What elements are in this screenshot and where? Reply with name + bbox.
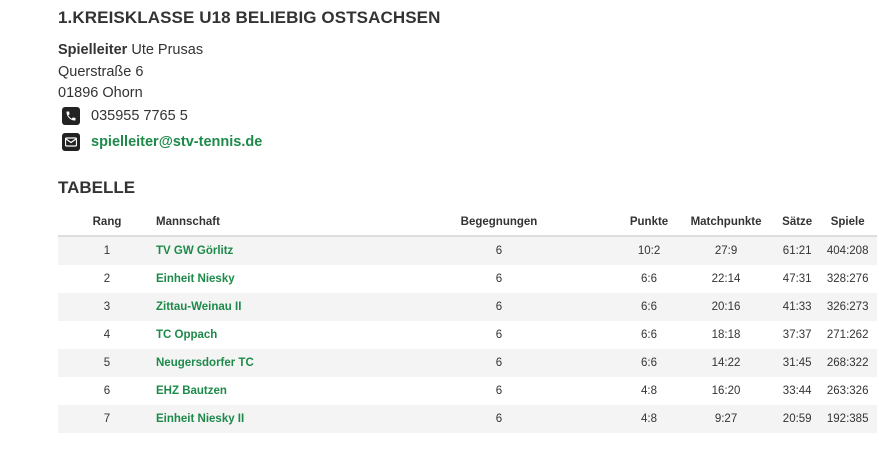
- contact-street: Querstraße 6: [58, 63, 144, 80]
- league-title: 1.KREISKLASSE U18 BELIEBIG OSTSACHSEN: [58, 8, 441, 27]
- cell-matchpunkte: 16:20: [676, 377, 777, 405]
- cell-begegnungen: 6: [376, 236, 622, 265]
- contact-phone: 035955 7765 5: [91, 108, 188, 124]
- phone-icon: [62, 107, 80, 125]
- header-mannschaft[interactable]: Mannschaft: [156, 209, 376, 237]
- team-link[interactable]: EHZ Bautzen: [156, 377, 376, 405]
- cell-rang: 6: [58, 377, 156, 405]
- cell-saetze: 47:31: [776, 265, 819, 293]
- cell-saetze: 31:45: [776, 349, 819, 377]
- contact-email-link[interactable]: spielleiter@stv-tennis.de: [91, 134, 263, 150]
- cell-punkte: 6:6: [622, 349, 677, 377]
- envelope-icon: [62, 133, 80, 151]
- table-row: 6 EHZ Bautzen 6 4:8 16:20 33:44 263:326: [58, 377, 877, 405]
- table-row: 5 Neugersdorfer TC 6 6:6 14:22 31:45 268…: [58, 349, 877, 377]
- team-link[interactable]: Einheit Niesky II: [156, 405, 376, 433]
- team-link[interactable]: Neugersdorfer TC: [156, 349, 376, 377]
- table-row: 1 TV GW Görlitz 6 10:2 27:9 61:21 404:20…: [58, 236, 877, 265]
- cell-rang: 2: [58, 265, 156, 293]
- header-rang[interactable]: Rang: [58, 209, 156, 237]
- cell-matchpunkte: 22:14: [676, 265, 777, 293]
- table-row: 3 Zittau-Weinau II 6 6:6 20:16 41:33 326…: [58, 293, 877, 321]
- team-link[interactable]: Einheit Niesky: [156, 265, 376, 293]
- cell-rang: 4: [58, 321, 156, 349]
- cell-matchpunkte: 27:9: [676, 236, 777, 265]
- table-row: 2 Einheit Niesky 6 6:6 22:14 47:31 328:2…: [58, 265, 877, 293]
- cell-rang: 3: [58, 293, 156, 321]
- cell-matchpunkte: 14:22: [676, 349, 777, 377]
- standings-body: 1 TV GW Görlitz 6 10:2 27:9 61:21 404:20…: [58, 236, 877, 433]
- standings-table: Rang Mannschaft Begegnungen Punkte Match…: [58, 209, 877, 433]
- cell-spiele: 271:262: [818, 321, 877, 349]
- cell-spiele: 263:326: [818, 377, 877, 405]
- cell-punkte: 4:8: [622, 405, 677, 433]
- cell-begegnungen: 6: [376, 349, 622, 377]
- contact-phone-row: 035955 7765 5: [62, 107, 188, 125]
- cell-rang: 5: [58, 349, 156, 377]
- header-spiele[interactable]: Spiele: [818, 209, 877, 237]
- cell-matchpunkte: 18:18: [676, 321, 777, 349]
- cell-spiele: 326:273: [818, 293, 877, 321]
- cell-matchpunkte: 20:16: [676, 293, 777, 321]
- team-link[interactable]: TC Oppach: [156, 321, 376, 349]
- cell-punkte: 10:2: [622, 236, 677, 265]
- cell-spiele: 328:276: [818, 265, 877, 293]
- cell-begegnungen: 6: [376, 377, 622, 405]
- cell-begegnungen: 6: [376, 265, 622, 293]
- header-saetze[interactable]: Sätze: [776, 209, 819, 237]
- cell-matchpunkte: 9:27: [676, 405, 777, 433]
- cell-spiele: 404:208: [818, 236, 877, 265]
- cell-spiele: 192:385: [818, 405, 877, 433]
- cell-saetze: 20:59: [776, 405, 819, 433]
- cell-begegnungen: 6: [376, 321, 622, 349]
- header-matchpunkte[interactable]: Matchpunkte: [676, 209, 777, 237]
- contact-name: Ute Prusas: [131, 42, 204, 58]
- contact-person: Spielleiter Ute Prusas: [58, 40, 203, 62]
- contact-city: 01896 Ohorn: [58, 85, 143, 101]
- cell-punkte: 4:8: [622, 377, 677, 405]
- header-begegnungen[interactable]: Begegnungen: [376, 209, 622, 237]
- standings-header: Rang Mannschaft Begegnungen Punkte Match…: [58, 209, 877, 237]
- table-row: 4 TC Oppach 6 6:6 18:18 37:37 271:262: [58, 321, 877, 349]
- cell-saetze: 61:21: [776, 236, 819, 265]
- cell-saetze: 41:33: [776, 293, 819, 321]
- cell-punkte: 6:6: [622, 265, 677, 293]
- cell-punkte: 6:6: [622, 321, 677, 349]
- cell-saetze: 33:44: [776, 377, 819, 405]
- header-punkte[interactable]: Punkte: [622, 209, 677, 237]
- cell-punkte: 6:6: [622, 293, 677, 321]
- table-row: 7 Einheit Niesky II 6 4:8 9:27 20:59 192…: [58, 405, 877, 433]
- team-link[interactable]: TV GW Görlitz: [156, 236, 376, 265]
- contact-email-row: spielleiter@stv-tennis.de: [62, 133, 262, 151]
- cell-rang: 7: [58, 405, 156, 433]
- cell-begegnungen: 6: [376, 405, 622, 433]
- cell-begegnungen: 6: [376, 293, 622, 321]
- cell-rang: 1: [58, 236, 156, 265]
- table-title: TABELLE: [58, 178, 136, 197]
- team-link[interactable]: Zittau-Weinau II: [156, 293, 376, 321]
- contact-role-label: Spielleiter: [58, 42, 128, 58]
- cell-spiele: 268:322: [818, 349, 877, 377]
- header-row: Rang Mannschaft Begegnungen Punkte Match…: [58, 209, 877, 237]
- contact-block: Spielleiter Ute Prusas Querstraße 6 0189…: [58, 40, 203, 105]
- cell-saetze: 37:37: [776, 321, 819, 349]
